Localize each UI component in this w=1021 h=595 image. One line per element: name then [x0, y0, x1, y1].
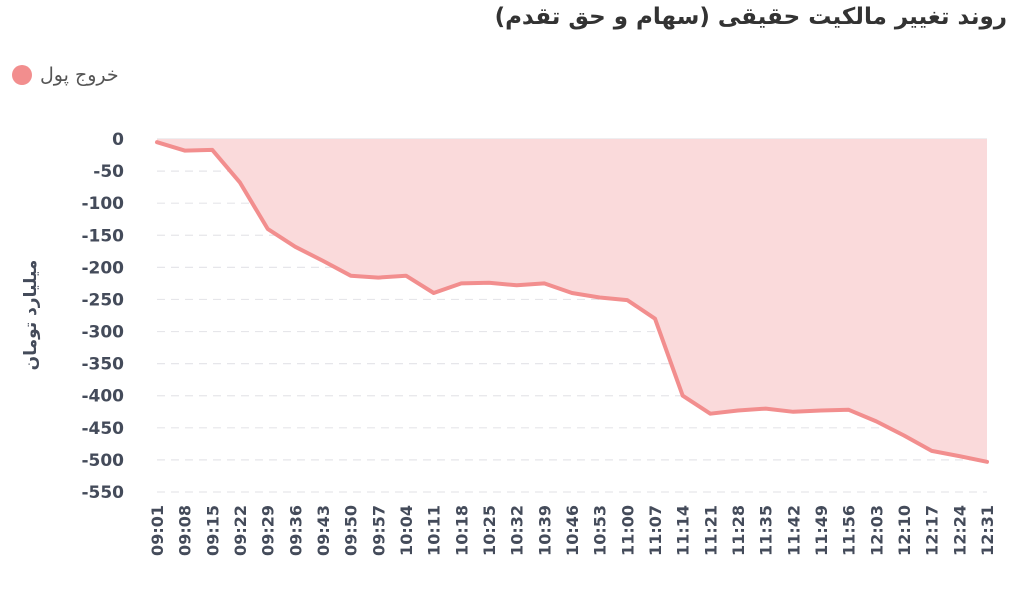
x-tick-label: 09:36: [286, 505, 305, 556]
x-axis-ticks: 09:01 09:08 09:15 09:22 09:29 09:36 09:43 09:50…: [148, 505, 997, 556]
legend-marker: [12, 65, 32, 85]
y-tick-label: -150: [81, 226, 124, 246]
y-tick-label: 0: [112, 130, 124, 150]
x-tick-label: 11:35: [757, 505, 776, 556]
legend[interactable]: خروج پول: [12, 64, 119, 86]
x-tick-label: 10:39: [535, 505, 554, 556]
x-tick-label: 11:42: [784, 505, 803, 556]
y-tick-label: -250: [81, 290, 124, 310]
y-tick-label: -550: [81, 483, 124, 503]
x-tick-label: 12:17: [923, 505, 942, 556]
y-tick-label: -450: [81, 419, 124, 439]
x-tick-label: 10:25: [480, 505, 499, 556]
x-tick-label: 11:56: [840, 505, 859, 556]
x-tick-label: 11:21: [701, 505, 720, 556]
x-tick-label: 10:18: [452, 505, 471, 556]
series-area-fill: [157, 139, 987, 462]
y-tick-label: -350: [81, 355, 124, 375]
x-tick-label: 11:28: [729, 505, 748, 556]
y-tick-label: -300: [81, 323, 124, 343]
x-tick-label: 10:46: [563, 505, 582, 556]
x-tick-label: 12:24: [950, 505, 969, 556]
x-tick-label: 09:01: [148, 505, 167, 556]
x-tick-label: 09:29: [259, 505, 278, 556]
y-tick-label: -400: [81, 387, 124, 407]
x-tick-label: 09:15: [203, 505, 222, 556]
y-tick-label: -500: [81, 451, 124, 471]
x-tick-label: 11:00: [618, 505, 637, 556]
legend-label: خروج پول: [40, 64, 119, 86]
x-tick-label: 09:43: [314, 505, 333, 556]
x-tick-label: 10:32: [508, 505, 527, 556]
x-tick-label: 10:11: [425, 505, 444, 556]
x-tick-label: 11:49: [812, 505, 831, 556]
chart-title: روند تغییر مالکیت حقیقی (سهام و حق تقدم): [494, 4, 1007, 30]
x-tick-label: 11:07: [646, 505, 665, 556]
y-tick-label: -200: [81, 258, 124, 278]
x-tick-label: 09:22: [231, 505, 250, 556]
x-tick-label: 12:31: [978, 505, 997, 556]
x-tick-label: 12:10: [895, 505, 914, 556]
x-tick-label: 09:50: [342, 505, 361, 556]
y-tick-label: -50: [93, 162, 124, 182]
x-tick-label: 10:53: [591, 505, 610, 556]
x-tick-label: 11:14: [674, 505, 693, 556]
series-line[interactable]: [155, 140, 989, 464]
y-axis-ticks: 0 -50 -100 -150 -200 -250 -300 -350 -400 -450 -500…: [81, 130, 124, 503]
y-axis-label: میلیارد تومان: [21, 260, 41, 371]
y-tick-label: -100: [81, 194, 124, 214]
x-tick-label: 09:57: [369, 505, 388, 556]
x-tick-label: 09:08: [176, 505, 195, 556]
x-tick-label: 12:03: [867, 505, 886, 556]
x-tick-label: 10:04: [397, 505, 416, 556]
